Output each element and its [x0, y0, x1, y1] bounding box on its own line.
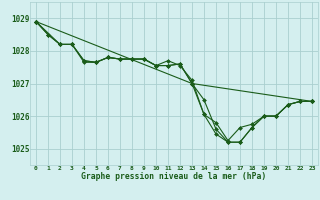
X-axis label: Graphe pression niveau de la mer (hPa): Graphe pression niveau de la mer (hPa) [81, 172, 267, 181]
